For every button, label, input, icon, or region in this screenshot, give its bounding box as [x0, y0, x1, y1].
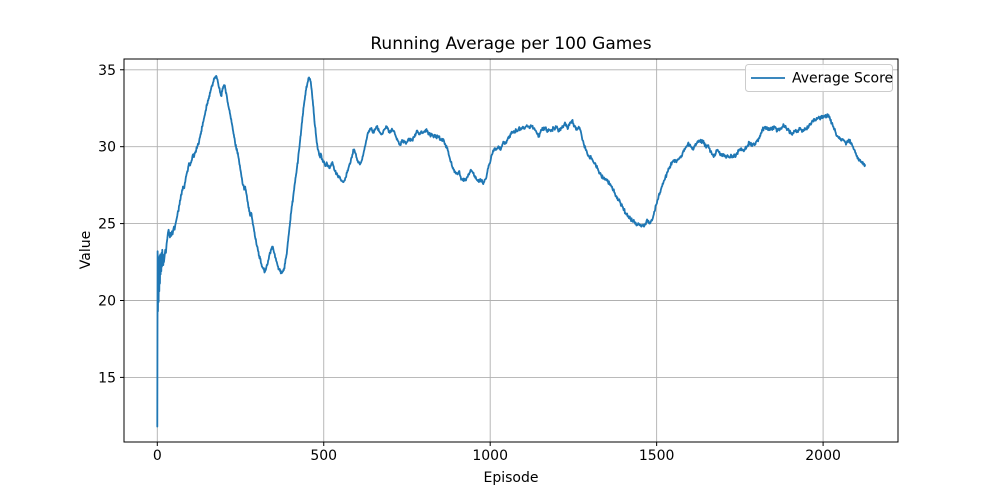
x-axis-label: Episode — [484, 470, 539, 486]
plot-border — [123, 58, 899, 443]
x-tick-label: 1500 — [639, 448, 675, 464]
y-tick-label: 15 — [98, 370, 116, 386]
chart-title: Running Average per 100 Games — [370, 34, 651, 54]
y-tick-label: 30 — [98, 140, 116, 156]
average-score-line — [156, 75, 866, 428]
y-tick-label: 20 — [98, 293, 116, 309]
y-tick-label: 35 — [98, 63, 116, 79]
y-tick-label: 25 — [98, 217, 116, 233]
gridlines — [124, 59, 898, 442]
y-axis-ticks: 15 20 25 30 35 — [98, 63, 124, 386]
legend-label: Average Score — [792, 71, 893, 87]
x-axis-ticks: 0 500 1000 1500 2000 — [153, 442, 841, 464]
legend: Average Score — [745, 64, 893, 92]
x-tick-label: 1000 — [472, 448, 508, 464]
y-axis-label: Value — [78, 231, 94, 269]
x-tick-label: 0 — [153, 448, 162, 464]
x-tick-label: 2000 — [805, 448, 841, 464]
legend-box — [745, 64, 893, 92]
x-tick-label: 500 — [310, 448, 337, 464]
